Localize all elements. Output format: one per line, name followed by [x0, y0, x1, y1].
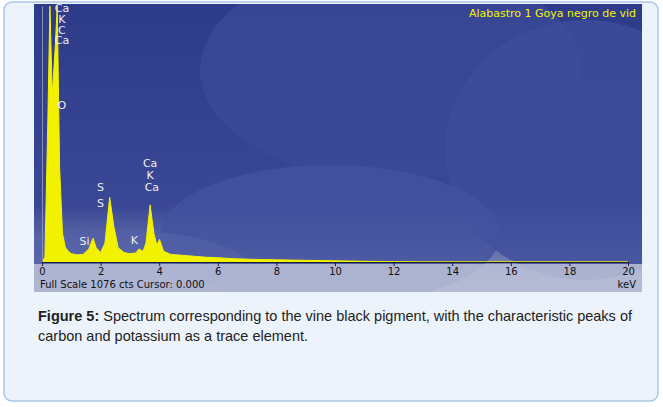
- x-tick-label: 6: [215, 266, 221, 277]
- peak-label: S: [97, 181, 104, 194]
- x-tick-label: 20: [622, 266, 635, 277]
- peak-label: O: [58, 99, 67, 112]
- caption-label: Figure 5:: [38, 308, 99, 324]
- caption: Figure 5: Spectrum corresponding to the …: [38, 306, 634, 346]
- peak-label: K: [131, 234, 139, 247]
- x-tick: 16: [505, 262, 518, 277]
- x-tick: 14: [446, 262, 459, 277]
- x-tick-label: 0: [39, 266, 45, 277]
- peak-label: Ca: [55, 34, 69, 47]
- axis-strip: [34, 264, 642, 292]
- x-tick-label: 8: [274, 266, 280, 277]
- y-axis-line: [42, 7, 43, 263]
- caption-text: Spectrum corresponding to the vine black…: [38, 308, 632, 344]
- x-tick-label: 2: [98, 266, 104, 277]
- x-tick: 20: [622, 262, 635, 277]
- peak-label: S: [97, 197, 104, 210]
- x-axis: 0 2 4 6 8 10 12 14 16 18 20: [39, 262, 635, 277]
- x-tick: 12: [388, 262, 401, 277]
- x-tick-label: 10: [329, 266, 342, 277]
- panel-background: [34, 4, 642, 292]
- figure: 02468101214161820CaKCCaOSiSSCaKCaKAlabas…: [0, 0, 663, 407]
- x-tick: 2: [98, 262, 104, 277]
- caption-space: [99, 308, 103, 324]
- x-tick: 0: [39, 262, 45, 277]
- x-tick: 8: [274, 262, 280, 277]
- x-tick-label: 16: [505, 266, 518, 277]
- footer-text: Full Scale 1076 cts Cursor: 0.000: [40, 279, 205, 290]
- x-tick-label: 14: [446, 266, 459, 277]
- chart-title: Alabastro 1 Goya negro de vid: [469, 7, 636, 20]
- peak-label: Si: [79, 235, 89, 248]
- x-tick: 10: [329, 262, 342, 277]
- peak-label: Ca: [145, 181, 159, 194]
- x-tick: 6: [215, 262, 221, 277]
- plot-marks: [42, 6, 628, 262]
- peak-labels: CaKCCaOSiSSCaKCaK: [55, 2, 159, 248]
- x-tick-label: 4: [157, 266, 163, 277]
- x-tick: 18: [564, 262, 577, 277]
- x-axis-title: keV: [618, 279, 637, 290]
- x-tick: 4: [157, 262, 163, 277]
- spectrum-area: [42, 6, 628, 262]
- x-tick-label: 12: [388, 266, 401, 277]
- chart-svg: 02468101214161820CaKCCaOSiSSCaKCaKAlabas…: [0, 0, 663, 407]
- y-axis: [42, 7, 43, 263]
- x-tick-label: 18: [564, 266, 577, 277]
